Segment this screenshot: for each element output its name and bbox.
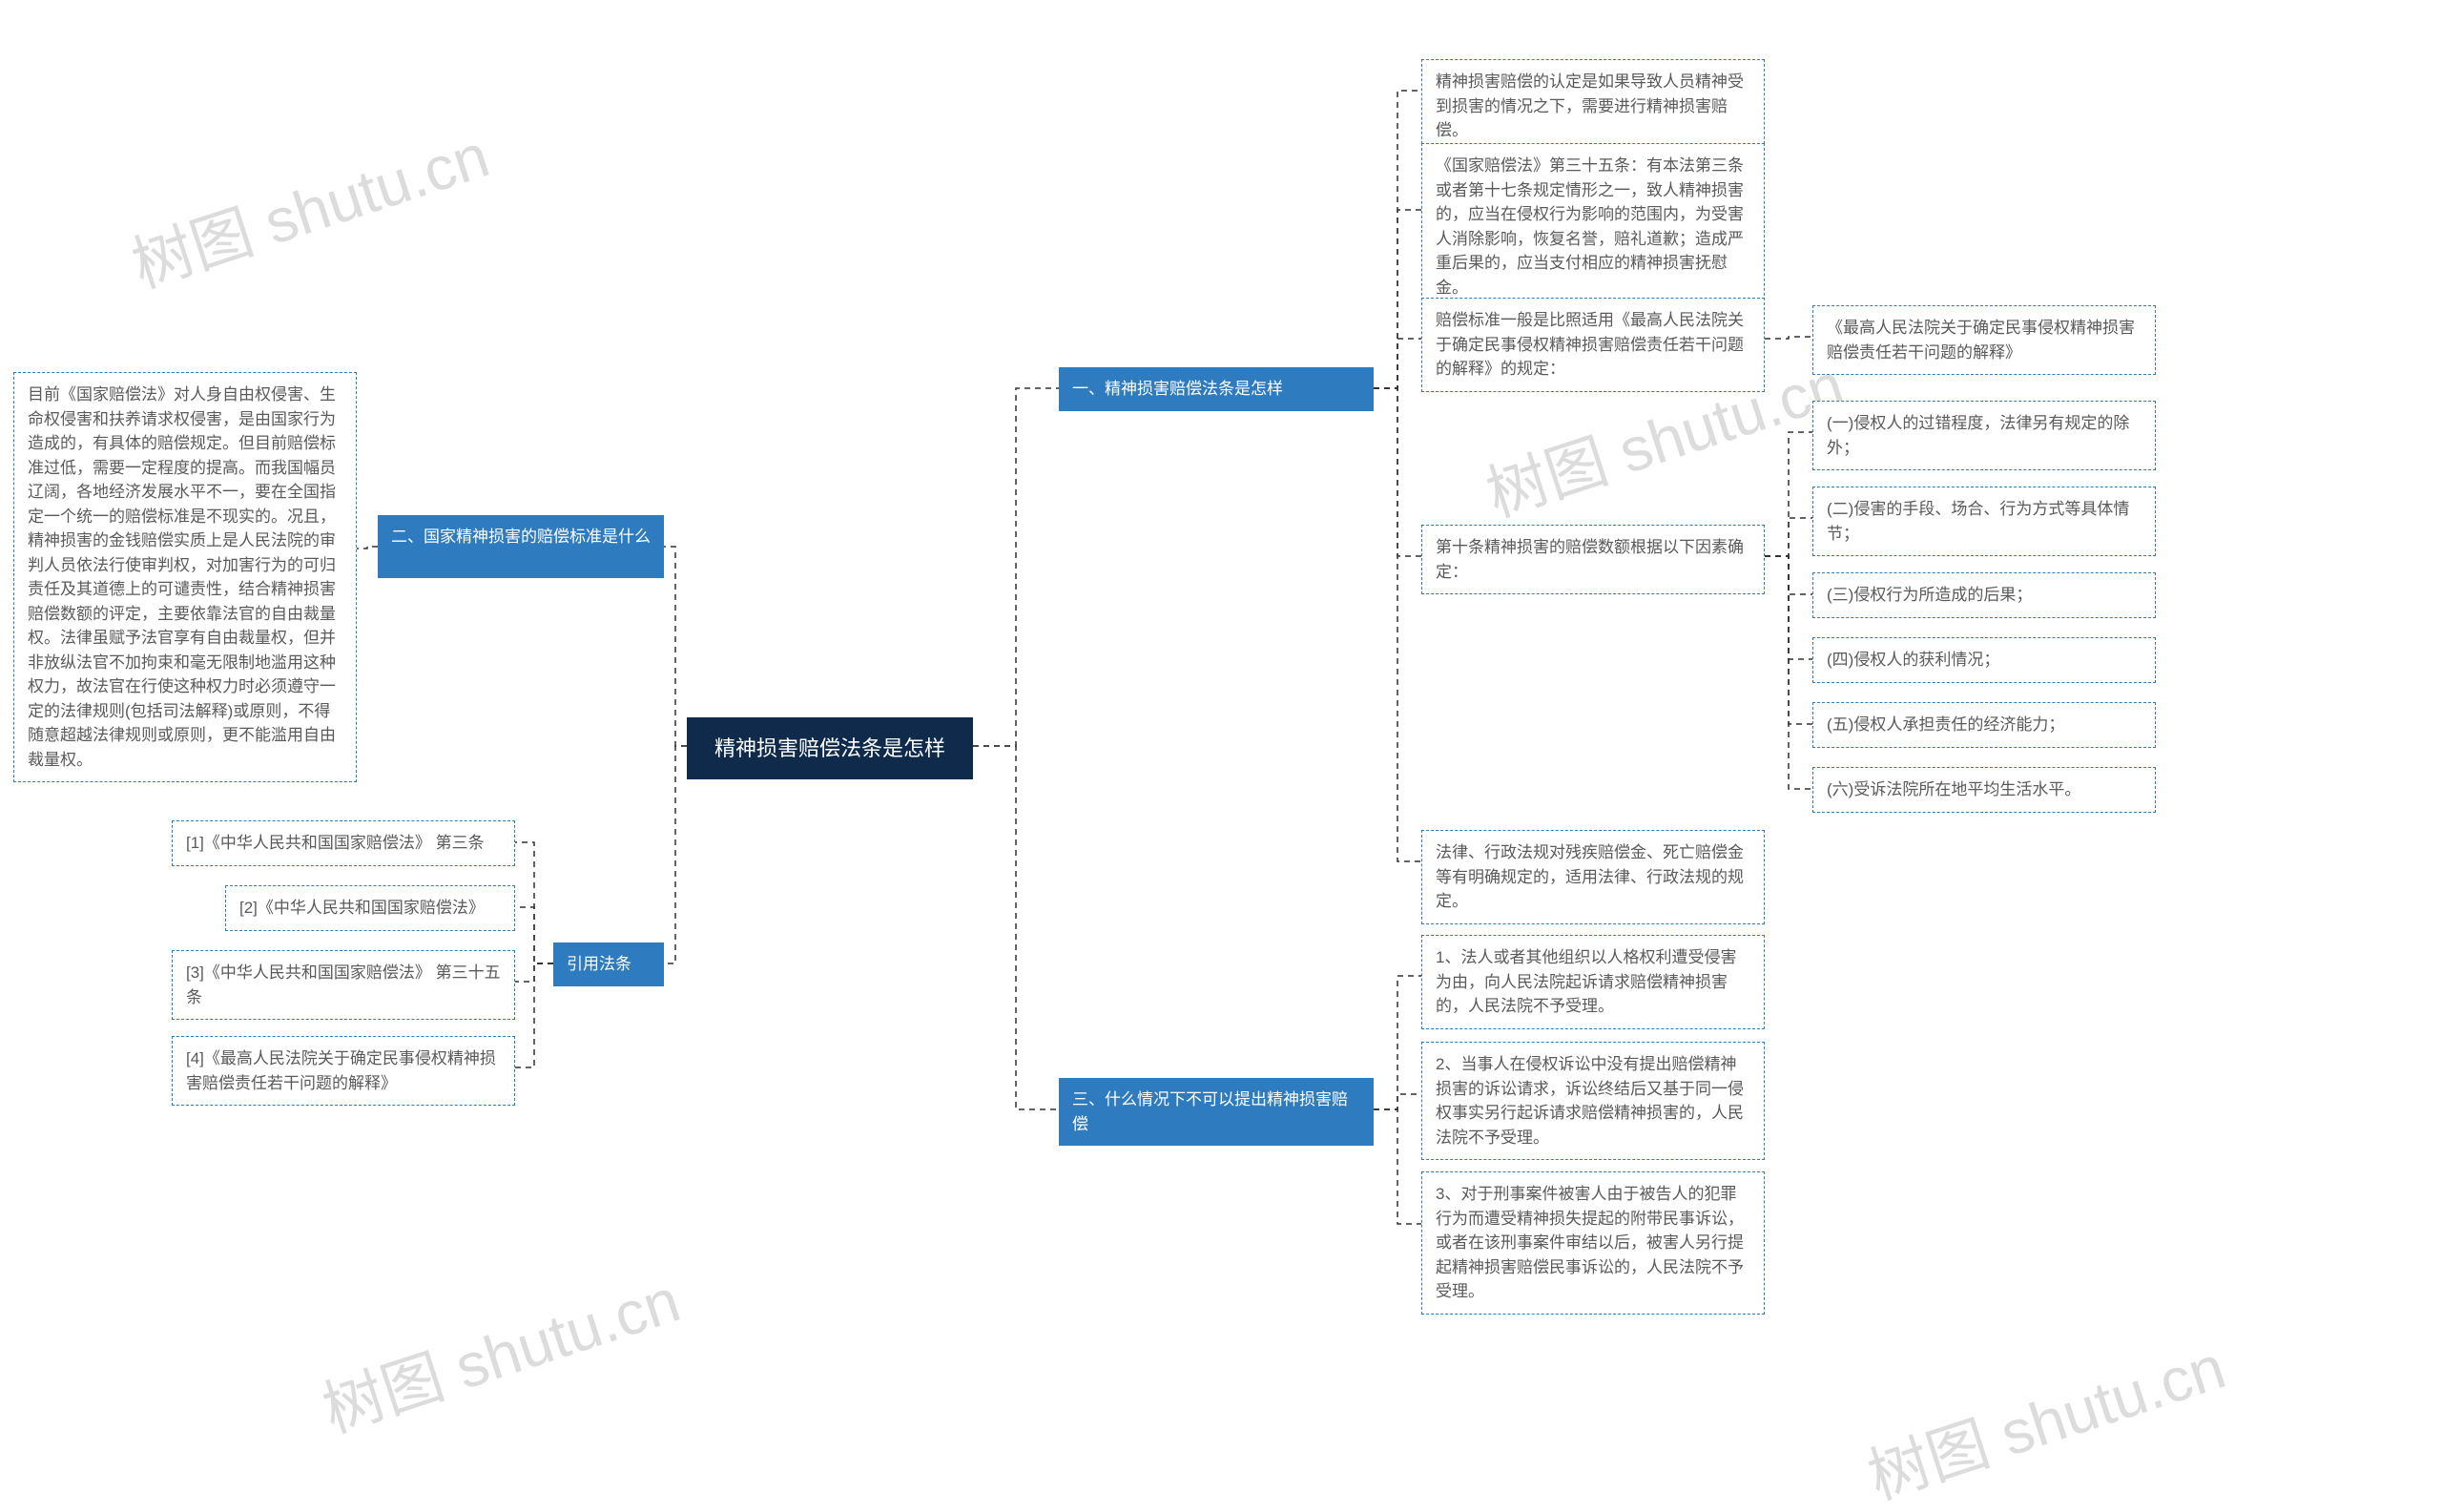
node-b3_l2: 2、当事人在侵权诉讼中没有提出赔偿精神损害的诉讼请求，诉讼终结后又基于同一侵权事… <box>1421 1042 1765 1160</box>
node-root: 精神损害赔偿法条是怎样 <box>687 717 973 779</box>
connector <box>357 547 378 549</box>
connector <box>1374 1094 1421 1109</box>
connector <box>515 842 553 963</box>
node-b4_l4: [4]《最高人民法院关于确定民事侵权精神损害赔偿责任若干问题的解释》 <box>172 1036 515 1106</box>
node-b1_l3a: 《最高人民法院关于确定民事侵权精神损害赔偿责任若干问题的解释》 <box>1812 305 2156 375</box>
connector <box>1374 339 1421 388</box>
connector <box>664 746 687 963</box>
connector <box>1374 1109 1421 1224</box>
node-b1: 一、精神损害赔偿法条是怎样 <box>1059 367 1374 411</box>
connector <box>1374 91 1421 388</box>
node-b4_l3: [3]《中华人民共和国国家赔偿法》 第三十五条 <box>172 950 515 1020</box>
node-b2: 二、国家精神损害的赔偿标准是什么 <box>378 515 664 578</box>
node-b1_l2: 《国家赔偿法》第三十五条：有本法第三条或者第十七条规定情形之一，致人精神损害的，… <box>1421 143 1765 310</box>
node-b1_l4d: (四)侵权人的获利情况； <box>1812 637 2156 683</box>
node-b1_l4b: (二)侵害的手段、场合、行为方式等具体情节； <box>1812 487 2156 556</box>
node-b3_l3: 3、对于刑事案件被害人由于被告人的犯罪行为而遭受精神损失提起的附带民事诉讼，或者… <box>1421 1171 1765 1315</box>
node-b3_l1: 1、法人或者其他组织以人格权利遭受侵害为由，向人民法院起诉请求赔偿精神损害的，人… <box>1421 935 1765 1029</box>
watermark: 树图 shutu.cn <box>310 1252 689 1449</box>
connector <box>1374 976 1421 1109</box>
node-b4_l2: [2]《中华人民共和国国家赔偿法》 <box>225 885 515 931</box>
node-b1_l4c: (三)侵权行为所造成的后果； <box>1812 572 2156 618</box>
connector <box>1765 556 1812 594</box>
connector <box>973 746 1059 1109</box>
node-b3: 三、什么情况下不可以提出精神损害赔偿 <box>1059 1078 1374 1146</box>
connector <box>664 547 687 746</box>
node-b1_l5: 法律、行政法规对残疾赔偿金、死亡赔偿金等有明确规定的，适用法律、行政法规的规定。 <box>1421 830 1765 924</box>
node-b1_l4: 第十条精神损害的赔偿数额根据以下因素确定： <box>1421 525 1765 594</box>
connector <box>1765 518 1812 556</box>
node-b4: 引用法条 <box>553 942 664 986</box>
connector <box>515 963 553 982</box>
connector <box>973 388 1059 746</box>
mindmap-canvas: 树图 shutu.cn树图 shutu.cn树图 shutu.cn树图 shut… <box>0 0 2442 1512</box>
connector <box>1765 556 1812 659</box>
connector <box>1765 337 1812 339</box>
connector <box>1765 556 1812 789</box>
node-b1_l4a: (一)侵权人的过错程度，法律另有规定的除外； <box>1812 401 2156 470</box>
connector <box>1765 432 1812 556</box>
node-b2_l1: 目前《国家赔偿法》对人身自由权侵害、生命权侵害和扶养请求权侵害，是由国家行为造成… <box>13 372 357 782</box>
connector <box>1374 210 1421 388</box>
node-b1_l4e: (五)侵权人承担责任的经济能力； <box>1812 702 2156 748</box>
watermark: 树图 shutu.cn <box>1855 1318 2234 1512</box>
watermark: 树图 shutu.cn <box>119 107 498 304</box>
connector <box>1374 388 1421 556</box>
node-b1_l1: 精神损害赔偿的认定是如果导致人员精神受到损害的情况之下，需要进行精神损害赔偿。 <box>1421 59 1765 154</box>
node-b1_l4f: (六)受诉法院所在地平均生活水平。 <box>1812 767 2156 813</box>
connectors-layer <box>0 0 2442 1512</box>
node-b1_l3: 赔偿标准一般是比照适用《最高人民法院关于确定民事侵权精神损害赔偿责任若干问题的解… <box>1421 298 1765 392</box>
node-b4_l1: [1]《中华人民共和国国家赔偿法》 第三条 <box>172 820 515 866</box>
connector <box>1374 388 1421 861</box>
connector <box>515 907 553 963</box>
connector <box>1765 556 1812 724</box>
connector <box>515 963 553 1067</box>
